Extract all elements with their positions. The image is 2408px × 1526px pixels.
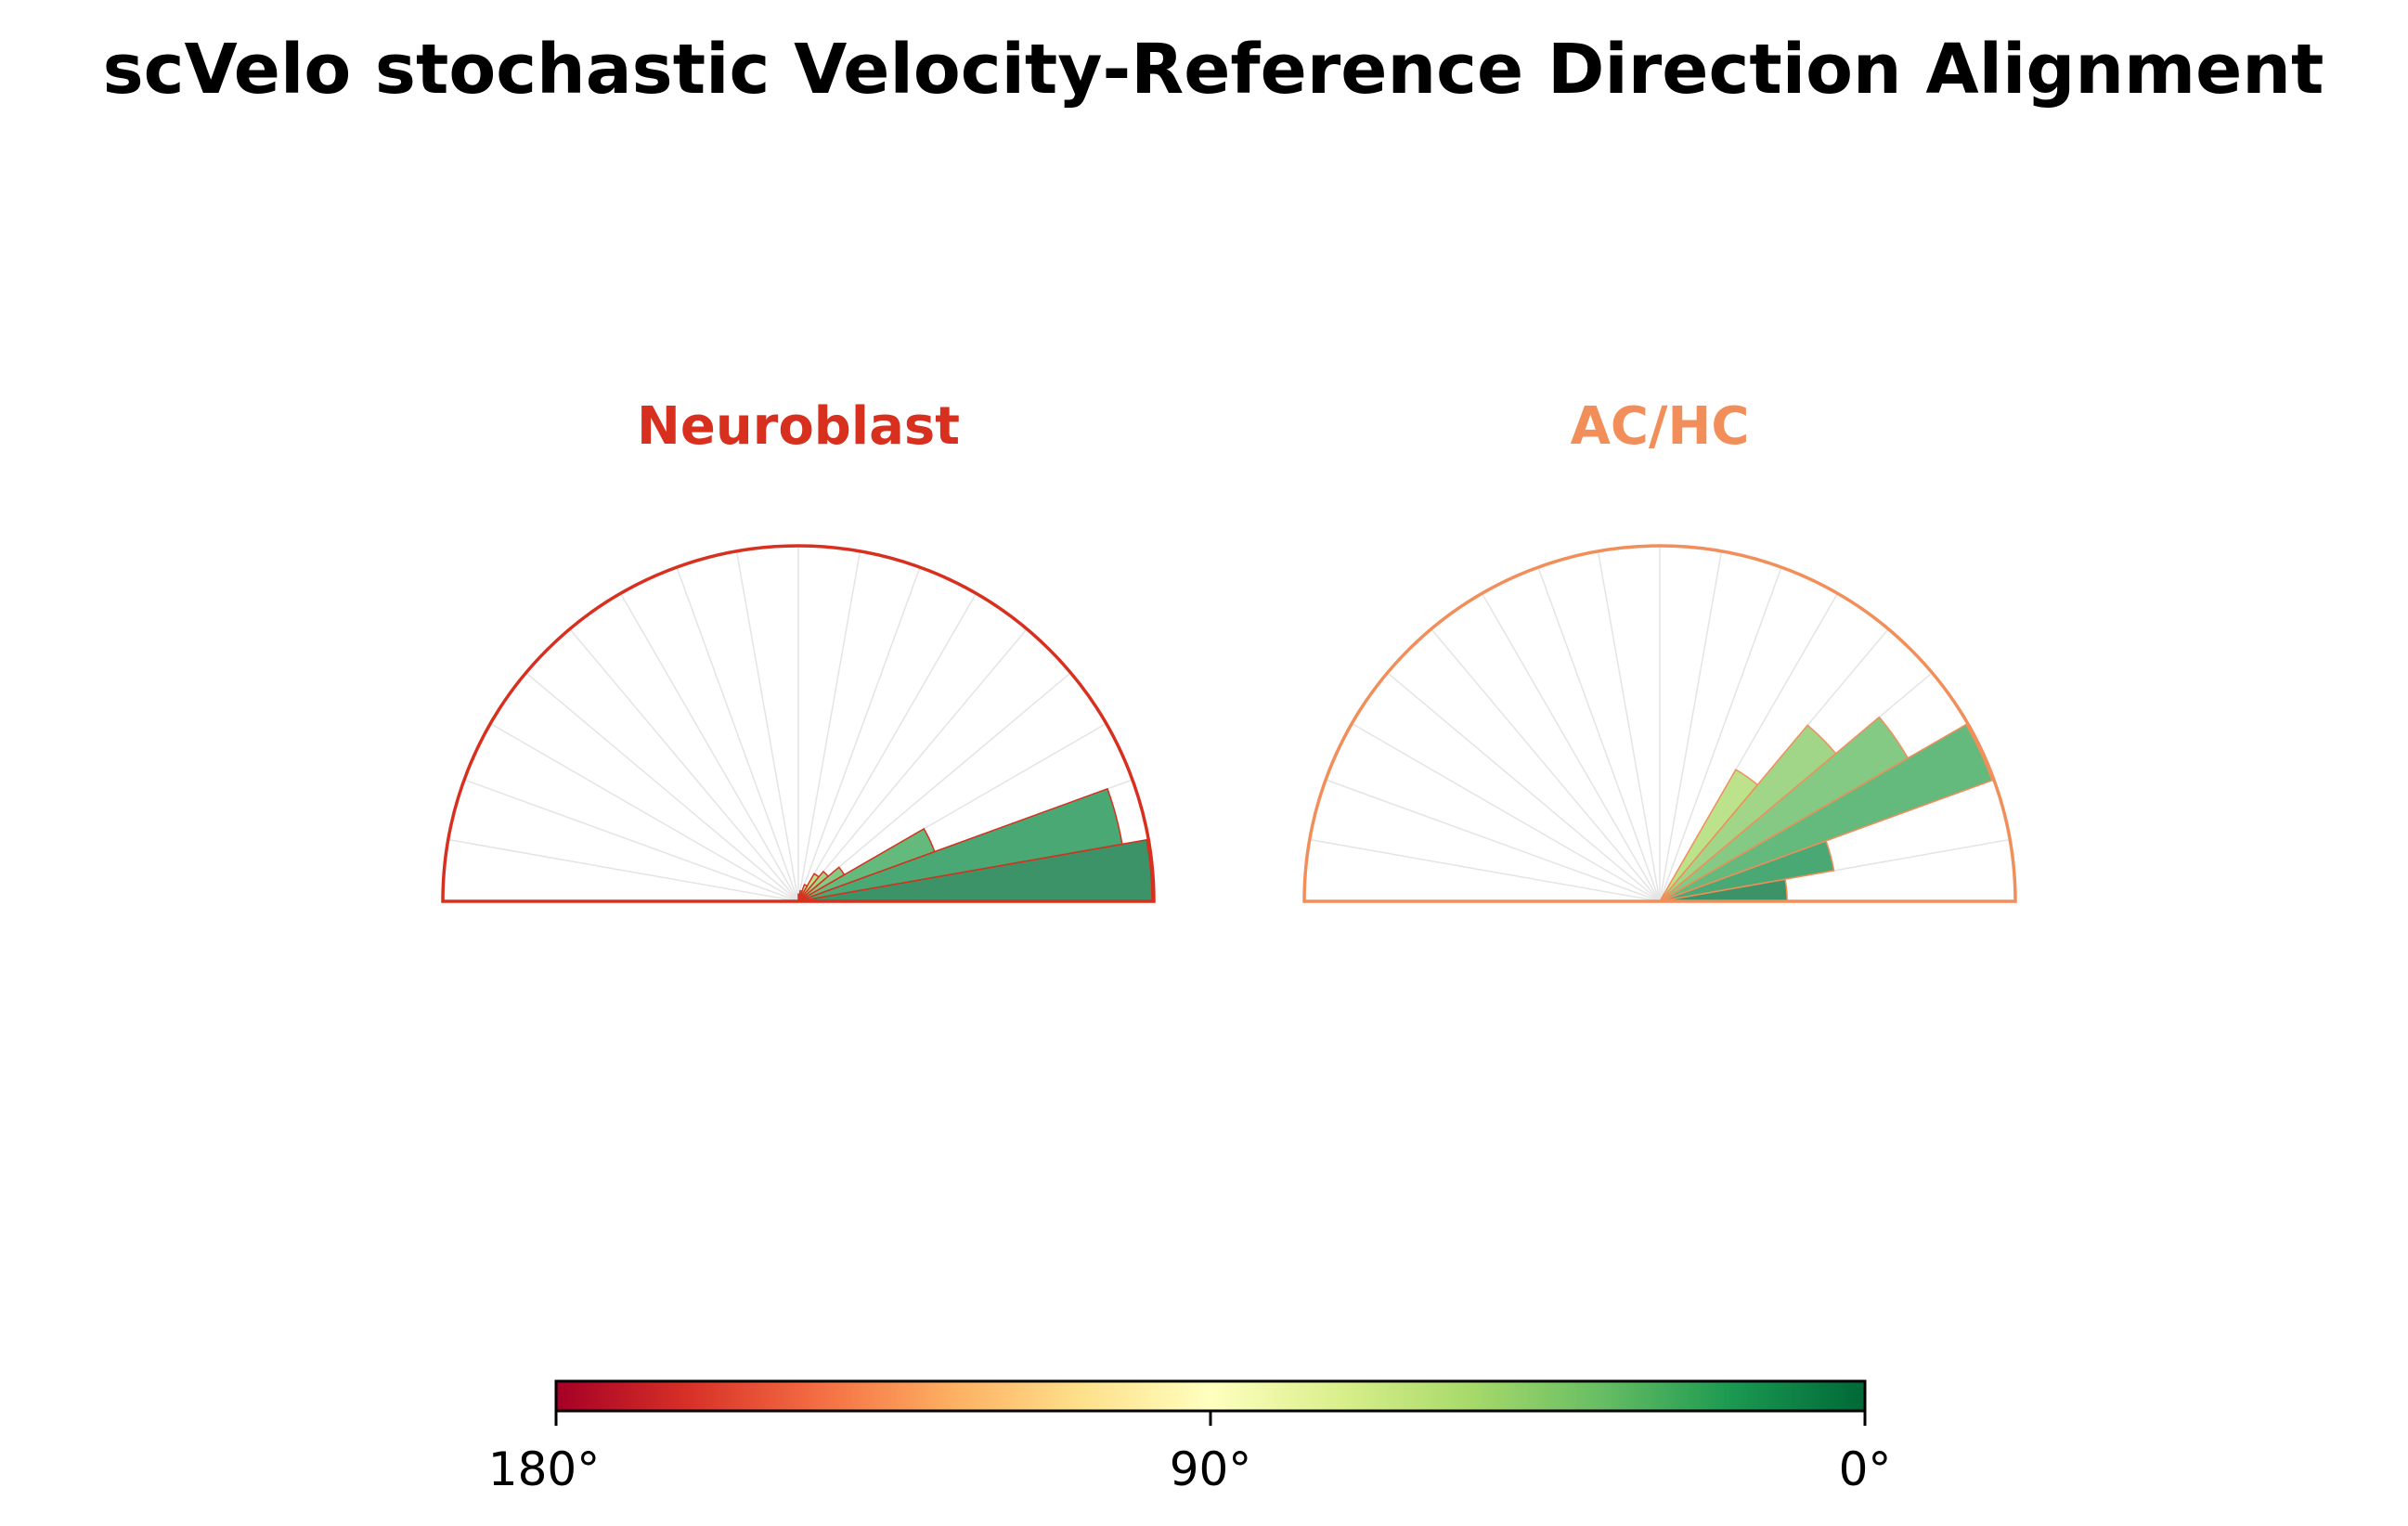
semicircle-outline	[441, 544, 1156, 903]
colorbar-label-180: 180°	[488, 1442, 600, 1496]
grid-line	[447, 838, 799, 902]
figure-title: scVelo stochastic Velocity-Reference Dir…	[103, 30, 2324, 110]
grid-line	[489, 722, 799, 902]
grid-line	[735, 550, 799, 902]
bar-80-90	[797, 893, 801, 902]
bar-20-30	[1659, 723, 1993, 902]
grid-line	[1537, 566, 1661, 902]
grid-lines	[447, 546, 1149, 902]
polar-panel-neuroblast: Neuroblast	[441, 396, 1156, 903]
colorbar-gradient	[554, 1379, 1867, 1413]
colorbar-label-90: 90°	[1170, 1442, 1252, 1496]
grid-line	[1387, 672, 1661, 902]
grid-line	[797, 672, 1071, 902]
grid-line	[1431, 628, 1661, 902]
grid-line	[1597, 550, 1661, 902]
grid-line	[797, 592, 977, 902]
grid-line	[1659, 566, 1782, 902]
grid-line	[1325, 779, 1661, 902]
grid-line	[525, 672, 799, 902]
panel-title-neuroblast: Neuroblast	[637, 396, 960, 457]
grid-line	[1309, 838, 1661, 902]
colorbar-label-0: 0°	[1839, 1442, 1892, 1496]
bars	[1659, 716, 1993, 902]
bar-50-60	[1659, 769, 1759, 902]
polar-panel-achc: AC/HC	[1302, 396, 2017, 903]
grid-line	[1481, 592, 1661, 902]
grid-line	[797, 628, 1028, 902]
bar-20-30	[797, 827, 936, 902]
grid-line	[797, 550, 861, 902]
grid-line	[619, 592, 799, 902]
semicircle-outline	[1302, 544, 2017, 903]
grid-line	[676, 566, 799, 902]
bar-10-20	[797, 787, 1123, 902]
bar-40-50	[1659, 724, 1837, 902]
grid-line	[569, 628, 799, 902]
bar-30-40	[1659, 716, 1910, 902]
colorbar: 180° 90° 0°	[488, 1379, 1892, 1496]
grid-line	[1351, 722, 1661, 902]
bars	[797, 787, 1153, 902]
grid-line	[1659, 550, 1723, 902]
bar-40-50	[797, 870, 830, 902]
grid-line	[797, 566, 921, 902]
grid-line	[463, 779, 799, 902]
panel-title-achc: AC/HC	[1571, 396, 1750, 457]
bar-50-60	[797, 873, 821, 902]
grid-lines	[1309, 546, 2011, 902]
bar-30-40	[797, 866, 846, 902]
